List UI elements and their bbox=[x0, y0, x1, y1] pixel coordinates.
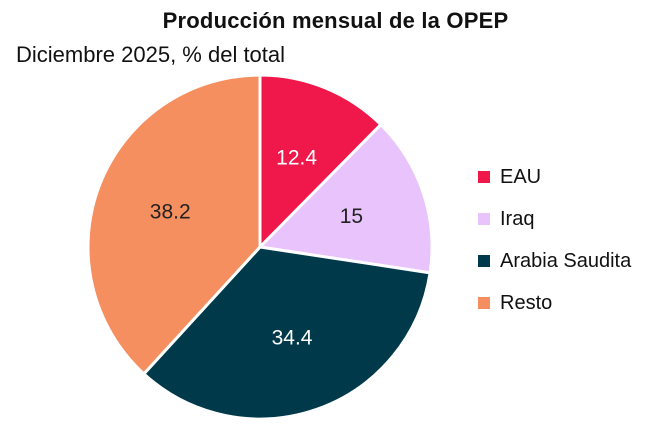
legend-item: EAU bbox=[478, 156, 668, 198]
legend-item: Arabia Saudita bbox=[478, 240, 668, 282]
chart-legend: EAU Iraq Arabia Saudita Resto bbox=[478, 156, 668, 324]
pie-slice-resto bbox=[86, 73, 262, 376]
slice-value-label: 12.4 bbox=[276, 146, 317, 169]
legend-swatch bbox=[478, 297, 490, 309]
slice-value-label: 34.4 bbox=[272, 326, 313, 349]
legend-swatch bbox=[478, 213, 490, 225]
chart-subtitle: Diciembre 2025, % del total bbox=[16, 42, 286, 67]
legend-label: Resto bbox=[500, 292, 553, 314]
legend-label: EAU bbox=[500, 166, 542, 188]
legend-swatch bbox=[478, 255, 490, 267]
pie-slice-iraq bbox=[258, 123, 434, 275]
legend-label: Arabia Saudita bbox=[500, 250, 632, 272]
pie-slice-eau bbox=[258, 73, 383, 249]
slice-value-label: 15 bbox=[340, 205, 363, 228]
pie-slice-arabia-saudita bbox=[142, 245, 432, 421]
legend-swatch bbox=[478, 171, 490, 183]
slice-value-label: 38.2 bbox=[150, 201, 191, 224]
legend-item: Resto bbox=[478, 282, 668, 324]
chart-title: Producción mensual de la OPEP bbox=[162, 8, 509, 33]
legend-item: Iraq bbox=[478, 198, 668, 240]
legend-label: Iraq bbox=[500, 208, 535, 230]
